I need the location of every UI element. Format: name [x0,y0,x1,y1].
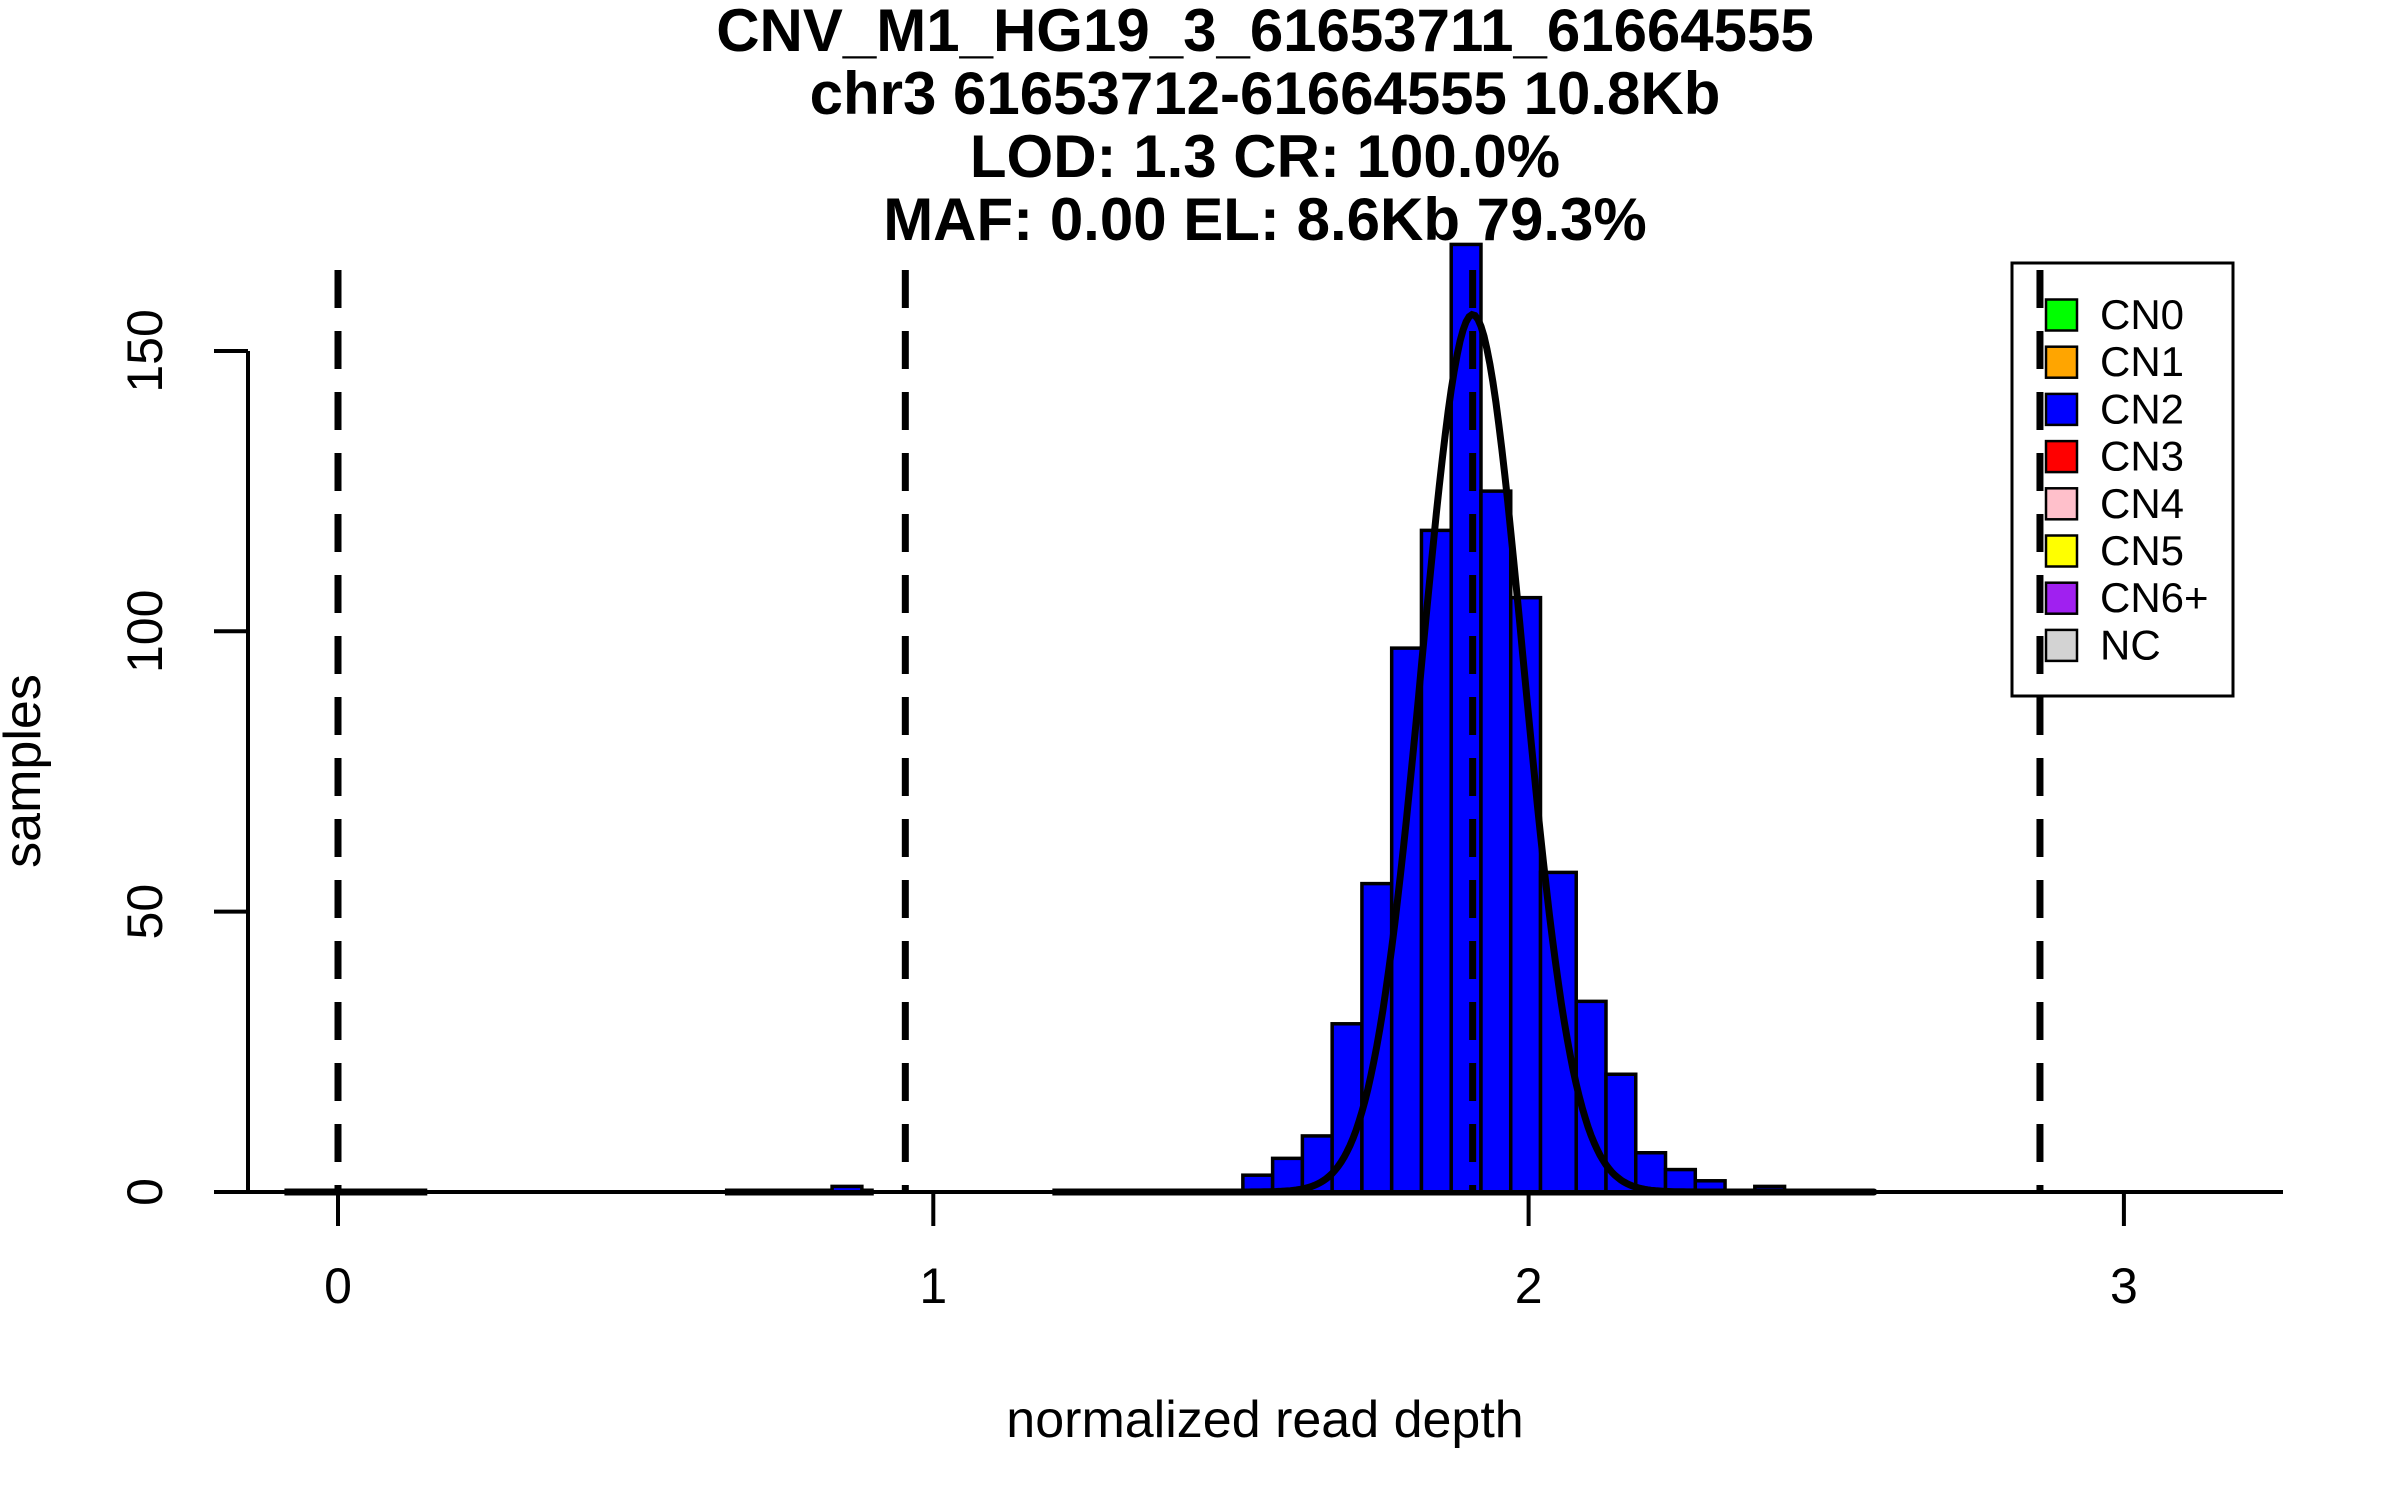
legend-item-cn0: CN0 [2044,291,2184,338]
legend-swatch [2044,298,2079,332]
y-axis-label: samples [0,674,52,868]
legend-item-label: CN2 [2100,385,2184,432]
x-tick-label: 1 [919,1258,947,1314]
legend-item-label: CN4 [2100,480,2184,527]
y-tick-label: 100 [117,590,173,673]
histogram-bar [1538,870,1578,1194]
x-tick-label: 3 [2110,1258,2138,1314]
legend-item-cn6plus: CN6+ [2044,574,2209,621]
legend-item-cn4: CN4 [2044,480,2184,527]
plot-title-line-4: MAF: 0.00 EL: 8.6Kb 79.3% [883,186,1647,253]
copy-number-guide-lines [334,270,2044,1192]
legend-swatch [2044,581,2079,615]
legend-item-nc: NC [2044,621,2161,668]
x-tick-label: 2 [1515,1258,1543,1314]
legend-swatch [2044,534,2079,568]
legend-box [2010,261,2235,698]
legend-swatch [2044,392,2079,427]
legend-item-cn5: CN5 [2044,527,2184,574]
histogram-bar [1449,242,1483,1194]
legend-swatch [2044,345,2079,379]
legend-item-cn1: CN1 [2044,338,2184,385]
legend-swatch [2044,628,2079,663]
legend-swatch [2044,487,2079,521]
y-tick-label: 50 [117,884,173,940]
histogram-bars [830,242,1787,1194]
legend-swatch [2044,439,2079,474]
x-axis-label: normalized read depth [1006,1391,1523,1449]
legend-item-label: CN5 [2100,527,2184,574]
legend-item-cn3: CN3 [2044,433,2184,480]
legend-item-label: CN1 [2100,338,2184,385]
legend-item-label: NC [2100,621,2161,668]
plot-title-line-2: chr3 61653712-61664555 10.8Kb [810,60,1721,127]
plot-title-line-3: LOD: 1.3 CR: 100.0% [970,123,1560,190]
legend-item-cn2: CN2 [2044,385,2184,432]
x-tick-label: 0 [324,1258,352,1314]
legend-item-label: CN0 [2100,291,2184,338]
y-tick-label: 150 [117,309,173,392]
y-tick-label: 0 [117,1178,173,1206]
legend-item-label: CN3 [2100,433,2184,480]
plot-title-line-1: CNV_M1_HG19_3_61653711_61664555 [716,0,1814,64]
axes-layer: 0 1 2 3 0 50 100 150 [117,309,2283,1314]
legend-item-label: CN6+ [2100,574,2209,621]
histogram-bar [1479,489,1513,1194]
